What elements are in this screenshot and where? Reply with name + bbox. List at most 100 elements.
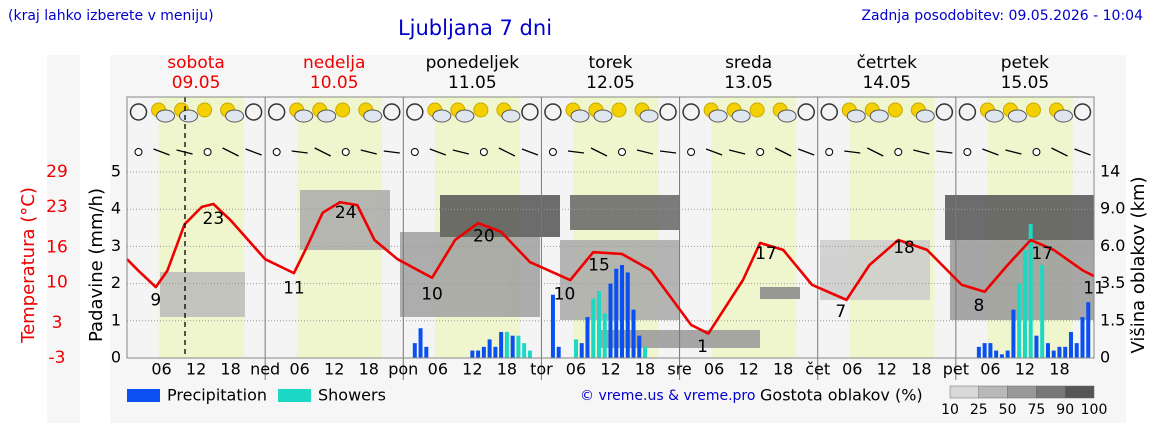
precip-bar <box>1063 346 1068 358</box>
x-tick-label: pet <box>943 360 969 379</box>
weather-icon <box>383 103 401 121</box>
precip-bar <box>424 346 429 358</box>
updated: Zadnja posodobitev: 09.05.2026 - 10:04 <box>861 8 1143 24</box>
weather-icon <box>1007 109 1027 123</box>
x-tick-label: 18 <box>220 360 240 379</box>
y3-tick-label: 9.0 <box>1100 199 1125 218</box>
weather-icon <box>846 109 866 123</box>
temperature-label: 8 <box>973 296 984 316</box>
y3-tick-label: 3.5 <box>1100 273 1125 292</box>
wind-icon <box>245 148 262 156</box>
x-tick-label: 12 <box>600 360 620 379</box>
day-date: 10.05 <box>310 73 359 93</box>
wind-icon <box>825 148 834 156</box>
wind-icon <box>797 148 815 156</box>
precip-bar <box>1028 224 1033 358</box>
weather-icon <box>197 102 213 118</box>
wind-icon <box>913 149 930 155</box>
wind-icon <box>314 147 331 157</box>
wind-icon <box>590 147 608 157</box>
precip-bar <box>470 350 475 358</box>
day-date: 14.05 <box>862 73 911 93</box>
x-tick-label: čet <box>805 360 830 379</box>
left-panel <box>47 55 80 423</box>
x-tick-label: 12 <box>324 360 344 379</box>
y2-tick-label: 29 <box>46 162 68 182</box>
x-tick-label: pon <box>388 360 418 379</box>
weather-icon <box>659 103 677 121</box>
weather-icon <box>611 102 627 118</box>
weather-icon <box>984 109 1004 123</box>
daylight-band <box>711 97 797 358</box>
precip-bar <box>1051 350 1056 358</box>
y3-tick-label: 6.0 <box>1100 236 1125 255</box>
temperature-label: 7 <box>835 302 846 322</box>
cloud-legend-label: 25 <box>970 402 988 418</box>
cloud-legend-label: 100 <box>1081 402 1108 418</box>
precip-bar <box>1011 309 1016 358</box>
wind-icon <box>383 150 400 154</box>
day-date: 12.05 <box>586 73 635 93</box>
precip-bar <box>1086 302 1091 358</box>
weather-icon <box>777 109 797 123</box>
precip-bar <box>1005 350 1010 358</box>
precip-bar <box>579 343 584 358</box>
weather-icon <box>129 103 148 121</box>
wind-icon <box>410 148 419 156</box>
wind-icon <box>774 147 792 157</box>
wind-icon <box>982 148 999 156</box>
legend-label: Precipitation <box>167 386 267 405</box>
weather-icon <box>958 103 977 121</box>
daylight-band <box>158 97 244 358</box>
plot-frame <box>126 96 1095 359</box>
x-tick-label: 12 <box>738 360 758 379</box>
weather-icon <box>294 109 314 123</box>
precip-bar <box>493 346 498 358</box>
x-tick-label: 12 <box>186 360 206 379</box>
x-tick-label: 06 <box>980 360 1000 379</box>
precip-bar <box>1057 346 1062 358</box>
precip-bar <box>556 346 561 358</box>
precip-bar <box>527 350 532 358</box>
precip-bar <box>412 343 417 358</box>
daylight-band <box>849 97 935 358</box>
x-tick-label: 18 <box>773 360 793 379</box>
y-tick-label: 2 <box>111 273 121 292</box>
precip-bar <box>573 339 578 358</box>
temperature-label: 10 <box>421 284 443 304</box>
y2-tick-label: -3 <box>49 348 66 368</box>
weather-icon <box>455 109 475 123</box>
precip-bar <box>988 343 993 358</box>
x-tick-label: ned <box>250 360 280 379</box>
x-tick-label: tor <box>530 360 553 379</box>
precip-bar <box>976 346 981 358</box>
y2-tick-label: 10 <box>46 272 68 292</box>
weather-icon <box>521 103 539 121</box>
legend-label: Showers <box>318 386 386 405</box>
y2-tick-label: 23 <box>46 197 68 217</box>
weather-icon <box>887 102 903 118</box>
weather-icon <box>749 102 765 118</box>
weather-icon <box>317 109 337 123</box>
x-tick-label: 06 <box>289 360 309 379</box>
weather-icon <box>432 109 452 123</box>
cloud-legend-label: 75 <box>1027 402 1045 418</box>
temperature-label: 17 <box>755 244 777 264</box>
wind-icon <box>1051 147 1068 157</box>
precip-bar <box>614 268 619 358</box>
temperature-label: 15 <box>588 255 610 275</box>
y-tick-label: 1 <box>111 310 121 329</box>
precip-bar <box>1074 343 1079 358</box>
day-name: četrtek <box>857 53 918 73</box>
day-date: 13.05 <box>724 73 773 93</box>
weather-icon <box>244 103 263 121</box>
precip-bar <box>602 313 607 358</box>
cloud-legend-swatch <box>978 385 1008 399</box>
cloud-legend-swatch <box>1064 385 1095 399</box>
cloud-legend-label: 90 <box>1056 402 1074 418</box>
temperature-label: 10 <box>554 284 576 304</box>
cloud-patch <box>820 240 930 300</box>
x-tick-label: 12 <box>1015 360 1035 379</box>
wind-icon <box>548 148 557 156</box>
temperature-label: 11 <box>1083 279 1105 299</box>
